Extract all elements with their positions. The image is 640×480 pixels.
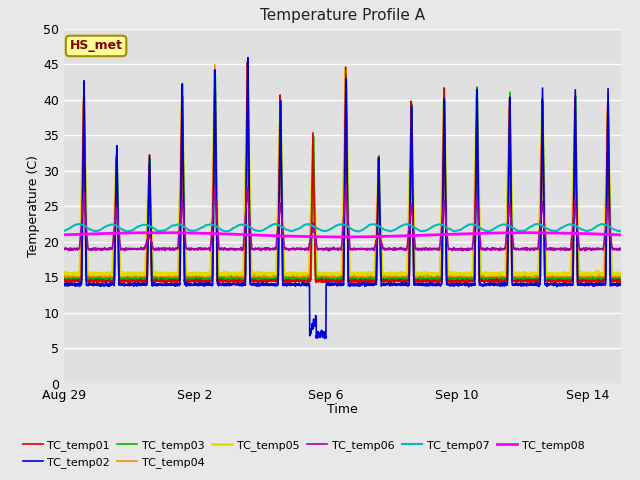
TC_temp03 xyxy=(367,277,374,283)
Line: TC_temp06: TC_temp06 xyxy=(64,185,621,251)
TC_temp01 xyxy=(180,258,188,264)
TC_temp04 xyxy=(227,276,235,282)
TC_temp06 xyxy=(180,222,188,228)
TC_temp02 xyxy=(617,282,625,288)
TC_temp02 xyxy=(367,282,374,288)
TC_temp02 xyxy=(499,281,507,287)
Line: TC_temp08: TC_temp08 xyxy=(64,233,621,237)
TC_temp05 xyxy=(617,270,625,276)
TC_temp01 xyxy=(60,278,68,284)
TC_temp07 xyxy=(367,222,374,228)
TC_temp05 xyxy=(499,272,507,277)
TC_temp03 xyxy=(579,278,587,284)
TC_temp01 xyxy=(104,279,111,285)
TC_temp08 xyxy=(617,232,625,238)
TC_temp05 xyxy=(342,65,349,71)
Line: TC_temp01: TC_temp01 xyxy=(64,62,621,283)
TC_temp01 xyxy=(367,279,374,285)
TC_temp04 xyxy=(244,58,252,64)
TC_temp02 xyxy=(173,281,180,287)
TC_temp06 xyxy=(104,247,111,252)
TC_temp05 xyxy=(227,270,235,276)
TC_temp08 xyxy=(338,234,346,240)
TC_temp07 xyxy=(173,222,181,228)
TC_temp07 xyxy=(124,228,131,234)
TC_temp06 xyxy=(227,246,235,252)
Text: HS_met: HS_met xyxy=(70,39,123,52)
Line: TC_temp05: TC_temp05 xyxy=(64,68,621,276)
TC_temp02 xyxy=(60,281,68,287)
TC_temp01 xyxy=(499,277,507,283)
TC_temp01 xyxy=(461,280,469,286)
TC_temp03 xyxy=(104,276,111,282)
TC_temp02 xyxy=(180,245,188,251)
TC_temp03 xyxy=(499,275,507,281)
Line: TC_temp04: TC_temp04 xyxy=(64,61,621,280)
TC_temp07 xyxy=(228,227,236,232)
TC_temp03 xyxy=(173,276,180,281)
TC_temp08 xyxy=(520,230,527,236)
TC_temp02 xyxy=(104,282,111,288)
TC_temp06 xyxy=(324,248,332,254)
TC_temp04 xyxy=(246,277,254,283)
TC_temp03 xyxy=(180,225,188,230)
TC_temp04 xyxy=(499,274,507,280)
Title: Temperature Profile A: Temperature Profile A xyxy=(260,9,425,24)
TC_temp07 xyxy=(104,223,111,228)
TC_temp08 xyxy=(104,230,111,236)
TC_temp08 xyxy=(180,230,188,236)
TC_temp06 xyxy=(342,182,349,188)
TC_temp04 xyxy=(617,275,625,280)
TC_temp07 xyxy=(271,221,279,227)
TC_temp01 xyxy=(227,278,235,284)
TC_temp08 xyxy=(173,230,180,236)
TC_temp05 xyxy=(104,272,111,278)
TC_temp07 xyxy=(617,228,625,234)
TC_temp06 xyxy=(173,246,180,252)
TC_temp08 xyxy=(60,232,68,238)
Line: TC_temp02: TC_temp02 xyxy=(64,58,621,338)
TC_temp03 xyxy=(60,277,68,283)
TC_temp06 xyxy=(60,247,68,252)
TC_temp07 xyxy=(499,222,507,228)
TC_temp04 xyxy=(180,241,188,247)
Line: TC_temp07: TC_temp07 xyxy=(64,224,621,231)
TC_temp05 xyxy=(180,195,188,201)
TC_temp05 xyxy=(173,272,180,278)
TC_temp01 xyxy=(617,278,625,284)
X-axis label: Time: Time xyxy=(327,403,358,416)
TC_temp02 xyxy=(227,281,235,287)
TC_temp06 xyxy=(367,246,374,252)
TC_temp04 xyxy=(104,274,111,280)
TC_temp05 xyxy=(367,271,374,277)
TC_temp07 xyxy=(180,224,188,230)
TC_temp03 xyxy=(227,274,235,279)
TC_temp05 xyxy=(305,274,313,279)
TC_temp08 xyxy=(499,230,507,236)
TC_temp01 xyxy=(173,278,180,284)
TC_temp06 xyxy=(499,246,507,252)
TC_temp06 xyxy=(617,245,625,251)
TC_temp07 xyxy=(60,228,68,234)
TC_temp04 xyxy=(173,274,180,279)
Legend: TC_temp01, TC_temp02, TC_temp03, TC_temp04, TC_temp05, TC_temp06, TC_temp07, TC_: TC_temp01, TC_temp02, TC_temp03, TC_temp… xyxy=(18,436,589,472)
TC_temp04 xyxy=(367,275,374,280)
TC_temp03 xyxy=(617,276,625,282)
TC_temp01 xyxy=(244,60,252,65)
TC_temp08 xyxy=(227,231,235,237)
TC_temp04 xyxy=(60,276,68,281)
TC_temp03 xyxy=(244,65,252,71)
TC_temp02 xyxy=(244,55,252,60)
Y-axis label: Temperature (C): Temperature (C) xyxy=(28,156,40,257)
TC_temp08 xyxy=(367,234,374,240)
TC_temp05 xyxy=(60,272,68,277)
Line: TC_temp03: TC_temp03 xyxy=(64,68,621,281)
TC_temp02 xyxy=(321,336,328,341)
